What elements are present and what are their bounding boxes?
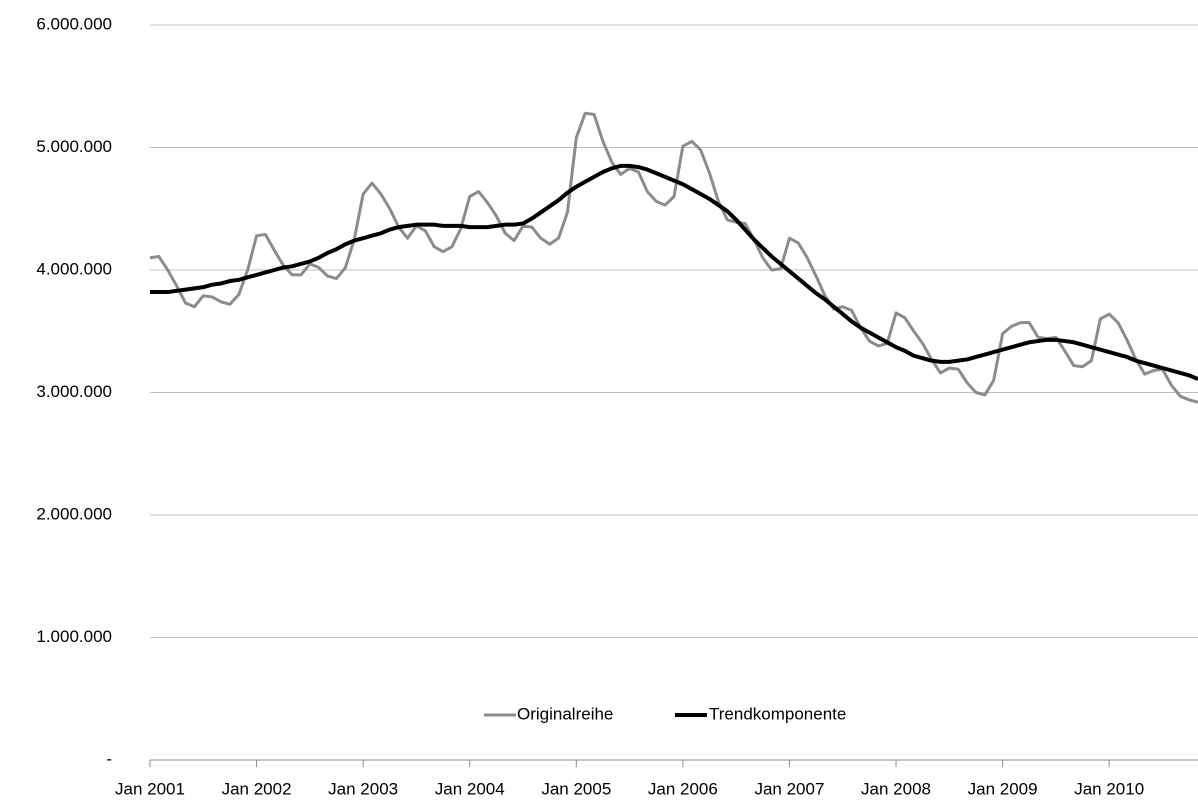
x-tick-label: Jan 2009 (968, 779, 1038, 798)
x-tick-label: Jan 2003 (328, 779, 398, 798)
y-tick-label: - (106, 749, 112, 768)
x-tick-label: Jan 2008 (861, 779, 931, 798)
legend-label: Trendkomponente (709, 704, 846, 723)
x-tick-label: Jan 2006 (648, 779, 718, 798)
y-tick-label: 3.000.000 (36, 382, 112, 401)
x-tick-label: Jan 2010 (1074, 779, 1144, 798)
series-line (149, 111, 1198, 404)
y-tick-label: 2.000.000 (36, 504, 112, 523)
x-tick-label: Jan 2002 (222, 779, 292, 798)
x-tick-label: Jan 2004 (435, 779, 505, 798)
x-tick-label: Jan 2005 (541, 779, 611, 798)
y-tick-label: 6.000.000 (36, 14, 112, 33)
x-tick-label: Jan 2007 (754, 779, 824, 798)
legend-label: Originalreihe (517, 704, 613, 723)
x-tick-label: Jan 2001 (115, 779, 185, 798)
y-tick-label: 1.000.000 (36, 627, 112, 646)
y-tick-label: 5.000.000 (36, 137, 112, 156)
y-tick-label: 4.000.000 (36, 259, 112, 278)
series-line (150, 163, 1198, 381)
